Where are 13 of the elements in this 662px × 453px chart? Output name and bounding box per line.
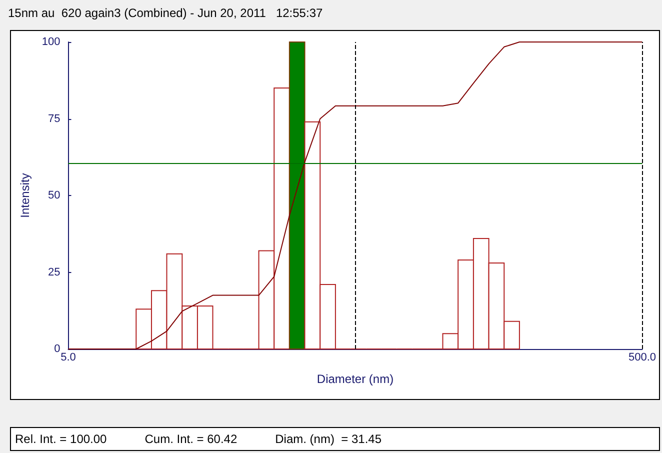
y-axis-title: Intensity	[18, 173, 32, 218]
y-tick-label: 0	[54, 343, 60, 355]
x-tick-label: 5.0	[60, 352, 76, 364]
text: Cum. Int. = 60.42	[144, 432, 238, 446]
y-tick-label: 75	[48, 112, 60, 125]
text: Diam. (nm) = 31.45	[275, 432, 382, 446]
chart-title: 15nm au 620 again3 (Combined) - Jun 20, 2011 12:55:37	[8, 6, 323, 20]
y-tick-label: 25	[48, 266, 60, 278]
text: Rel. Int. = 100.00	[15, 432, 107, 446]
y-tick-label: 50	[48, 190, 60, 202]
x-axis-title: Diameter (nm)	[316, 372, 394, 386]
y-tick-label: 100	[42, 36, 60, 48]
x-tick-label: 500.0	[628, 352, 656, 364]
